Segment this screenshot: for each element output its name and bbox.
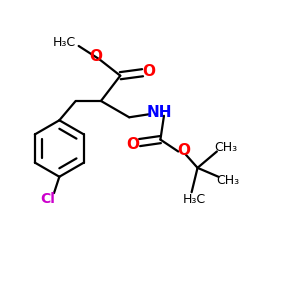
- Text: O: O: [89, 50, 102, 64]
- Text: Cl: Cl: [40, 192, 56, 206]
- Text: O: O: [142, 64, 156, 79]
- Text: H₃C: H₃C: [183, 194, 206, 206]
- Text: NH: NH: [146, 105, 172, 120]
- Text: O: O: [127, 136, 140, 152]
- Text: H₃C: H₃C: [53, 37, 76, 50]
- Text: O: O: [178, 142, 191, 158]
- Text: CH₃: CH₃: [214, 141, 237, 154]
- Text: CH₃: CH₃: [217, 174, 240, 187]
